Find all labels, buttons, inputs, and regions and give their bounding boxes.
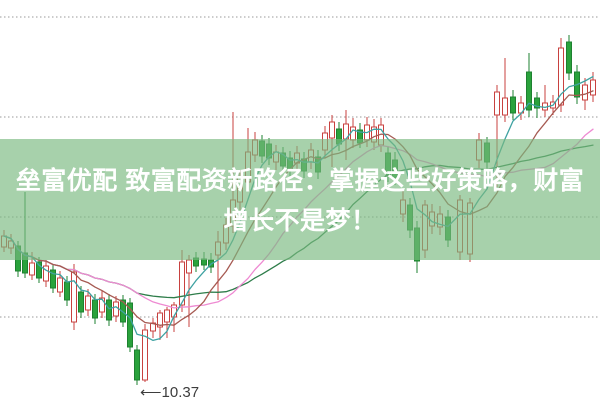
candle-body-up <box>558 47 564 106</box>
candle-body-down <box>92 299 98 319</box>
candle-body-up <box>329 121 335 139</box>
candle-body-up <box>113 301 119 317</box>
candle-body-down <box>64 281 70 301</box>
candle-body-up <box>164 309 170 323</box>
candle-body-up <box>494 91 500 116</box>
candle-body-up <box>590 79 596 96</box>
candle-body-up <box>142 329 148 381</box>
candle-body-up <box>502 97 508 116</box>
candle-body-down <box>78 291 84 313</box>
banner-headline-line1: 垒富优配 致富配资新路径：掌握这些好策略，财富 <box>15 167 585 195</box>
candle-body-down <box>36 261 42 279</box>
candle-body-down <box>510 96 516 114</box>
promo-banner: 垒富优配 致富配资新路径：掌握这些好策略，财富 增长不是梦！ <box>0 139 600 260</box>
candle-body-down <box>106 299 112 321</box>
candle-body-up <box>85 295 91 311</box>
candle-body-down <box>50 269 56 289</box>
candle-body-up <box>99 297 105 313</box>
candle-body-up <box>179 261 185 306</box>
candle-body-up <box>57 277 63 293</box>
low-price-annotation: ⟵10.37 <box>140 384 199 401</box>
candle-body-up <box>29 262 35 276</box>
candle-body-up <box>186 259 192 274</box>
candle-body-down <box>566 41 572 74</box>
candle-body-up <box>582 84 588 101</box>
candle-body-up <box>71 271 77 323</box>
candle-body-down <box>120 299 126 323</box>
candle-body-down <box>526 71 532 111</box>
candle-body-up <box>43 265 49 282</box>
candle-body-down <box>134 349 140 381</box>
banner-headline-line2: 增长不是梦！ <box>223 207 377 235</box>
candle-body-up <box>157 312 163 328</box>
candle-body-down <box>534 97 540 109</box>
